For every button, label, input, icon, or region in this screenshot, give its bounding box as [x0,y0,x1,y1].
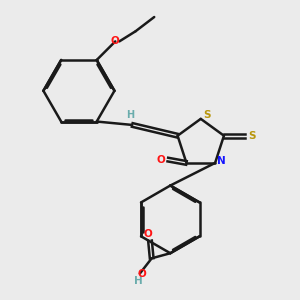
Text: O: O [144,229,153,239]
Text: O: O [137,268,146,278]
Text: O: O [111,36,120,46]
Text: H: H [127,110,135,121]
Text: N: N [217,156,226,166]
Text: O: O [157,154,165,165]
Text: S: S [248,131,255,141]
Text: S: S [203,110,211,121]
Text: H: H [134,276,142,286]
